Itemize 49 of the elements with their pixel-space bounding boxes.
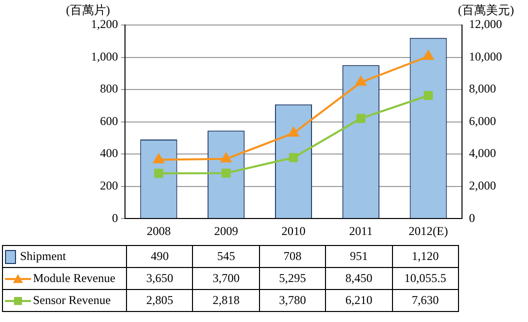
data-label: 951 bbox=[326, 246, 392, 268]
x-tick-label: 2011 bbox=[349, 224, 373, 238]
data-label: 708 bbox=[259, 246, 326, 268]
y2-axis-title: (百萬美元) bbox=[458, 2, 514, 19]
data-label: 1,120 bbox=[392, 246, 458, 268]
data-label: 490 bbox=[126, 246, 193, 268]
x-tick-label: 2008 bbox=[146, 224, 171, 238]
y-tick-label: 800 bbox=[100, 82, 118, 96]
y2-tick-label: 4,000 bbox=[469, 146, 496, 160]
y-tick-label: 200 bbox=[100, 178, 118, 192]
point bbox=[153, 154, 164, 164]
data-label: 3,650 bbox=[126, 268, 193, 290]
data-label: 7,630 bbox=[392, 290, 458, 312]
data-label: 10,055.5 bbox=[392, 268, 458, 290]
data-label: 3,700 bbox=[192, 268, 260, 290]
y-tick-label: 0 bbox=[112, 210, 118, 225]
y-tick-label: 1,000 bbox=[91, 49, 118, 64]
legend-label: Sensor Revenue bbox=[33, 293, 111, 307]
point bbox=[154, 168, 164, 178]
data-label: 6,210 bbox=[326, 290, 392, 312]
y2-tick-label: 10,000 bbox=[469, 49, 502, 64]
data-label: 3,780 bbox=[259, 290, 326, 312]
point bbox=[356, 114, 366, 123]
y-tick-label: 400 bbox=[100, 146, 118, 160]
data-label: 2,805 bbox=[126, 290, 193, 312]
y2-tick-label: 6,000 bbox=[469, 114, 496, 128]
data-label: 5,295 bbox=[259, 268, 326, 290]
data-label: 545 bbox=[192, 246, 260, 268]
point bbox=[424, 90, 433, 100]
data-label: 2,818 bbox=[192, 290, 260, 312]
legend-label: Module Revenue bbox=[33, 271, 116, 285]
point bbox=[220, 152, 232, 162]
point bbox=[422, 50, 434, 60]
point bbox=[288, 127, 299, 137]
x-tick-label: 2012(E) bbox=[408, 224, 448, 238]
x-tick-label: 2009 bbox=[214, 224, 238, 238]
point bbox=[356, 76, 366, 86]
y2-tick-label: 12,000 bbox=[469, 17, 502, 32]
point bbox=[288, 153, 298, 162]
y2-tick-label: 8,000 bbox=[469, 82, 496, 96]
y2-tick-label: 0 bbox=[469, 210, 475, 225]
y-tick-label: 600 bbox=[100, 114, 118, 128]
point bbox=[222, 168, 231, 178]
y-axis-title: (百萬片) bbox=[66, 2, 110, 19]
legend-label: Shipment bbox=[20, 248, 66, 263]
x-tick-label: 2010 bbox=[282, 224, 306, 238]
y-tick-label: 1,200 bbox=[91, 17, 118, 32]
y2-tick-label: 2,000 bbox=[469, 178, 496, 192]
data-label: 8,450 bbox=[326, 268, 392, 290]
